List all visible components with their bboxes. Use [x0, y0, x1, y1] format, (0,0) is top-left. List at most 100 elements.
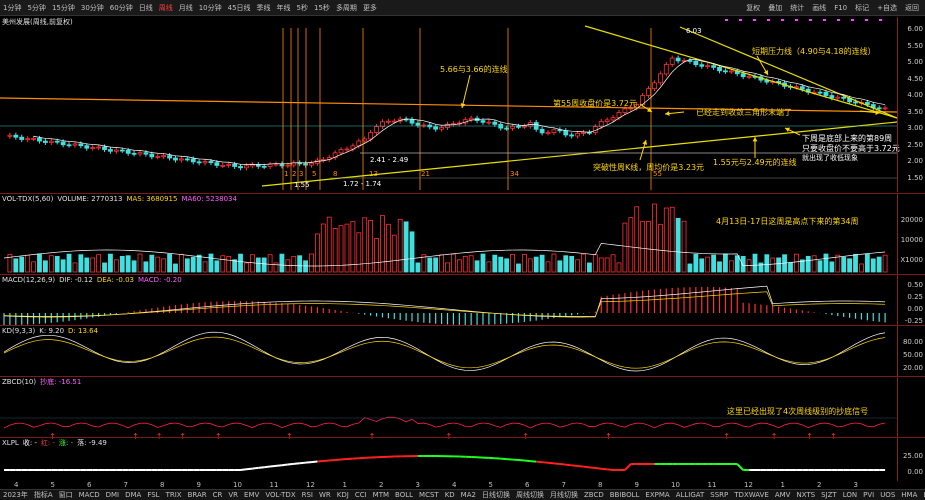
volume-bar	[604, 257, 610, 273]
indicator-tab[interactable]: SJZT	[821, 491, 837, 499]
indicator-tab[interactable]: MACD	[78, 491, 100, 499]
toolbar-right-button[interactable]: +自选	[877, 4, 897, 12]
toolbar-right-button[interactable]: 叠加	[768, 4, 783, 12]
time-mark: 8	[598, 481, 603, 489]
indicator-tab[interactable]: MCST	[419, 491, 439, 499]
indicator-tab[interactable]: DMI	[105, 491, 120, 499]
toolbar-right-button[interactable]: 统计	[790, 4, 805, 12]
xlpl-line-segment	[264, 465, 271, 469]
indicator-tab[interactable]: NXTS	[796, 491, 816, 499]
toolbar-right-button[interactable]: F10	[834, 4, 848, 12]
toolbar-right-button[interactable]: 复权	[746, 4, 761, 12]
indicator-tab[interactable]: MTM	[372, 491, 390, 499]
indicator-tab[interactable]: MA2	[460, 491, 476, 499]
period-tab[interactable]: 15秒	[314, 3, 330, 12]
volume-bar	[539, 254, 545, 273]
indicator-tab[interactable]: EMV	[244, 491, 260, 499]
indicator-tab[interactable]: 指标A	[33, 491, 53, 499]
period-tab[interactable]: 15分钟	[51, 3, 75, 12]
candle-body	[72, 143, 78, 146]
toolbar-right-button[interactable]: 标记	[855, 4, 870, 12]
volume-bar	[427, 257, 433, 273]
annotation-pressure: 短期压力线（4.90与4.18的连线）	[752, 47, 876, 56]
indicator-tab[interactable]: 窗口	[58, 491, 73, 499]
toolbar-right-button[interactable]: 画线	[812, 4, 827, 12]
indicator-tab[interactable]: TRIX	[165, 491, 182, 499]
period-tab[interactable]: 45日线	[227, 3, 251, 12]
indicator-tab[interactable]: BBIBOLL	[609, 491, 640, 499]
indicator-tab[interactable]: TDXWAVE	[734, 491, 769, 499]
indicator-tab[interactable]: KD	[444, 491, 455, 499]
xlpl-line-segment	[258, 466, 265, 469]
period-tab[interactable]: 季线	[256, 3, 271, 12]
indicator-tab[interactable]: EXPMA	[645, 491, 670, 499]
indicator-tab[interactable]: UOS	[880, 491, 896, 499]
indicator-tab[interactable]: AMV	[774, 491, 791, 499]
support-line	[261, 121, 898, 187]
indicator-tab[interactable]: CCI	[354, 491, 367, 499]
indicator-tab[interactable]: LON	[842, 491, 858, 499]
indicator-tab[interactable]: WR	[318, 491, 331, 499]
time-mark: 5	[50, 481, 55, 489]
axis-tick-label: 6.00	[907, 25, 923, 33]
volume-bar	[847, 258, 853, 273]
indicator-tab[interactable]: SSRP	[710, 491, 729, 499]
fib-number: 5	[312, 170, 316, 178]
indicator-tab[interactable]: PVI	[863, 491, 875, 499]
period-tab[interactable]: 30分钟	[80, 3, 104, 12]
indicator-tab[interactable]: RSI	[301, 491, 313, 499]
indicator-tab[interactable]: 日线切换	[481, 491, 510, 499]
volume-bar	[374, 238, 379, 273]
indicator-tab[interactable]: HMA	[901, 491, 918, 499]
time-mark: 8	[160, 481, 165, 489]
period-tab[interactable]: 日线	[138, 3, 153, 12]
volume-bar	[326, 216, 332, 273]
candle-body	[309, 162, 314, 166]
indicator-tab[interactable]: 周线切换	[515, 491, 544, 499]
indicator-tab[interactable]: LMA	[920, 491, 925, 499]
indicator-tab[interactable]: ZBCD	[583, 491, 604, 499]
volume-bar	[415, 262, 421, 273]
signal-marker	[767, 19, 770, 21]
period-tab[interactable]: 年线	[276, 3, 291, 12]
time-mark: 2	[379, 481, 384, 489]
period-tab[interactable]: 1分钟	[3, 3, 22, 12]
candle-body	[173, 157, 178, 161]
volume-bar	[131, 260, 137, 273]
period-tab[interactable]: 多周期	[335, 3, 357, 12]
candle-body	[841, 96, 847, 99]
volume-bar	[734, 255, 740, 273]
volume-bar	[468, 255, 474, 273]
period-tab[interactable]: 月线	[178, 3, 193, 12]
indicator-tab[interactable]: 月线切换	[549, 491, 578, 499]
candle-body	[717, 66, 722, 72]
indicator-tab[interactable]: BOLL	[395, 491, 414, 499]
macd-dea-line	[3, 291, 886, 317]
indicator-tab[interactable]: FSL	[147, 491, 160, 499]
indicator-tab[interactable]: KDJ	[336, 491, 349, 499]
volume-bar	[380, 215, 385, 273]
period-tab[interactable]: 60分钟	[109, 3, 133, 12]
macd-indicator-name: MACD(12,26,9)	[2, 276, 56, 284]
indicator-tab[interactable]: CR	[212, 491, 223, 499]
volume-bar	[705, 256, 711, 273]
indicator-tab[interactable]: VR	[228, 491, 239, 499]
indicator-tab[interactable]: BRAR	[187, 491, 207, 499]
period-tab[interactable]: 5分钟	[27, 3, 46, 12]
indicator-tab[interactable]: ALLIGAT	[675, 491, 705, 499]
period-tab[interactable]: 周线	[158, 3, 173, 12]
candle-body	[864, 101, 870, 105]
period-tab[interactable]: 5秒	[296, 3, 309, 12]
indicator-tab[interactable]: 2023年	[3, 491, 28, 499]
volume-bar	[155, 256, 161, 273]
period-tab[interactable]: 更多	[362, 3, 377, 12]
volume-bar	[693, 253, 699, 273]
axis-tick-label: 1.50	[907, 173, 923, 182]
indicator-tab[interactable]: DMA	[125, 491, 142, 499]
xlpl-line-segment	[269, 464, 277, 468]
toolbar-right-button[interactable]: 返回	[905, 4, 919, 12]
signal-marker	[725, 19, 728, 21]
indicator-tab[interactable]: VOL-TDX	[265, 491, 296, 499]
period-tab[interactable]: 10分钟	[198, 3, 222, 12]
zbcd-signal-arrow: ↑	[522, 432, 529, 441]
